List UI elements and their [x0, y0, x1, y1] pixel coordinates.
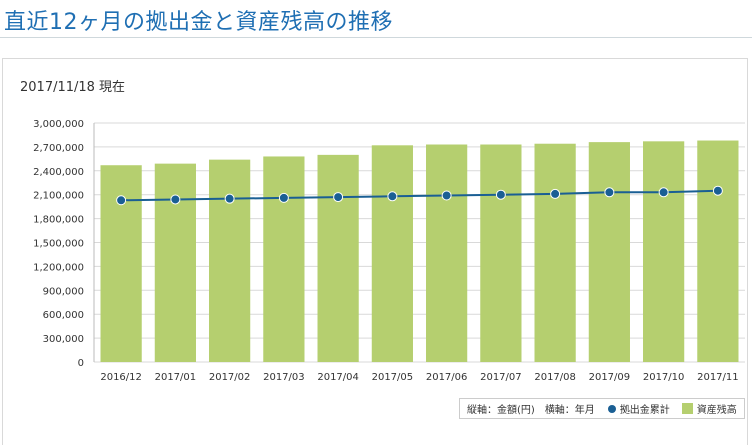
legend-vertical-axis-note: 縦軸：金額(円) [467, 405, 535, 416]
bar-asset-balance [154, 163, 196, 362]
bar-asset-balance [588, 142, 630, 362]
bar-asset-balance [480, 144, 522, 362]
x-tick-label: 2017/05 [372, 372, 414, 383]
legend-horizontal-axis-note: 横軸：年月 [544, 405, 595, 416]
x-tick-label: 2017/02 [209, 372, 251, 383]
point-contribution-total [658, 187, 669, 198]
line-contribution-total [121, 189, 718, 202]
bar-asset-balance [100, 165, 142, 362]
bar-asset-balance [317, 154, 359, 362]
point-contribution-total [224, 193, 235, 204]
x-tick-label: 2017/10 [643, 372, 685, 383]
point-contribution-total [278, 192, 289, 203]
point-contribution-total [441, 190, 452, 201]
y-tick-label: 300,000 [43, 334, 84, 345]
point-contribution-total [495, 189, 506, 200]
bar-asset-balance [371, 145, 413, 362]
legend-balance-label: 資産残高 [696, 405, 737, 416]
y-tick-label: 1,200,000 [33, 262, 84, 273]
y-tick-label: 3,000,000 [33, 119, 84, 130]
point-contribution-total [116, 195, 127, 206]
y-tick-label: 2,400,000 [33, 167, 84, 178]
point-contribution-total [387, 191, 398, 202]
x-tick-label: 2017/04 [317, 372, 359, 383]
bar-asset-balance [426, 144, 468, 362]
legend-contribution-label: 拠出金累計 [619, 405, 670, 416]
bar-asset-balance [209, 159, 251, 362]
chart-legend: 縦軸：金額(円) 横軸：年月 拠出金累計 資産残高 [459, 398, 745, 419]
as-of-date: 2017/11/18 現在 [20, 80, 126, 95]
legend-balance-marker [681, 403, 693, 414]
point-contribution-total [170, 194, 181, 205]
bar-asset-balance [534, 143, 576, 362]
x-tick-label: 2017/11 [697, 372, 739, 383]
page-title: 直近12ヶ月の拠出金と資産残高の推移 [4, 10, 393, 35]
legend-contribution-marker [607, 404, 616, 413]
point-contribution-total [550, 188, 561, 199]
x-tick-label: 2017/01 [155, 372, 197, 383]
bar-asset-balance [263, 156, 305, 362]
bar-asset-balance [643, 141, 685, 362]
y-tick-label: 1,800,000 [33, 215, 84, 226]
bar-asset-balance [697, 140, 739, 362]
x-tick-label: 2017/07 [480, 372, 522, 383]
point-contribution-total [333, 192, 344, 203]
title-divider [0, 37, 752, 38]
y-tick-label: 900,000 [43, 286, 84, 297]
y-tick-label: 2,100,000 [33, 191, 84, 202]
point-contribution-total [712, 185, 723, 196]
x-tick-label: 2017/09 [589, 372, 631, 383]
y-tick-label: 600,000 [43, 310, 84, 321]
x-tick-label: 2016/12 [100, 372, 142, 383]
x-tick-label: 2017/08 [534, 372, 576, 383]
y-tick-label: 0 [78, 358, 84, 369]
y-tick-label: 2,700,000 [33, 143, 84, 154]
point-contribution-total [604, 187, 615, 198]
x-tick-label: 2017/03 [263, 372, 305, 383]
y-tick-label: 1,500,000 [33, 239, 84, 250]
x-tick-label: 2017/06 [426, 372, 468, 383]
